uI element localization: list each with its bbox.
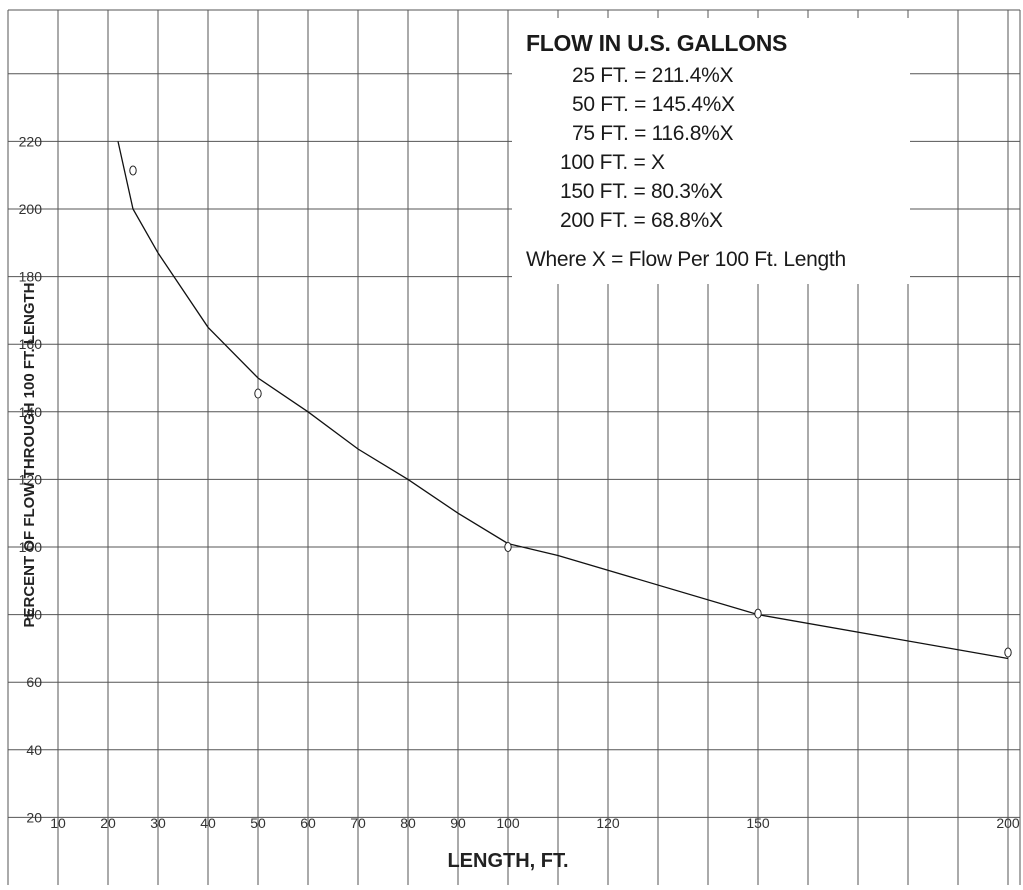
- annotation-title: FLOW IN U.S. GALLONS: [526, 30, 788, 56]
- data-point-marker: [129, 165, 137, 176]
- annotation-line: 100 FT. = X: [560, 151, 665, 174]
- data-point-marker: [254, 388, 262, 399]
- x-tick-label: 80: [400, 815, 416, 831]
- y-tick-label: 200: [19, 201, 43, 217]
- y-tick-label: 220: [19, 133, 43, 149]
- x-tick-label: 50: [250, 815, 266, 831]
- x-tick-label: 200: [996, 815, 1020, 831]
- y-tick-label: 20: [26, 809, 42, 825]
- x-axis-title: LENGTH, FT.: [447, 850, 568, 872]
- x-tick-label: 100: [496, 815, 520, 831]
- data-point-marker: [504, 542, 512, 552]
- x-tick-label: 20: [100, 815, 116, 831]
- y-tick-label: 60: [26, 674, 42, 690]
- annotation-line: 75 FT. = 116.8%X: [572, 122, 734, 145]
- annotation-line: 50 FT. = 145.4%X: [572, 93, 735, 116]
- x-tick-label: 40: [200, 815, 216, 831]
- y-tick-label: 140: [19, 404, 43, 420]
- y-tick-label: 180: [19, 269, 43, 285]
- data-point-markers: [129, 165, 1012, 658]
- y-axis-title: PERCENT OF FLOW THROUGH 100 FT. LENGTH: [21, 282, 38, 627]
- x-tick-label: 150: [746, 815, 770, 831]
- x-tick-label: 120: [596, 815, 620, 831]
- x-tick-labels: 10 20 30 40 50 60 70 80 90 100 120 150 200: [50, 815, 1020, 831]
- x-tick-label: 10: [50, 815, 66, 831]
- y-tick-label: 100: [19, 539, 43, 555]
- y-tick-label: 80: [26, 607, 42, 623]
- x-tick-label: 90: [450, 815, 466, 831]
- annotation-line: 150 FT. = 80.3%X: [560, 180, 723, 203]
- annotation-line: 25 FT. = 211.4%X: [572, 64, 734, 87]
- x-tick-label: 70: [350, 815, 366, 831]
- y-tick-label: 160: [19, 336, 43, 352]
- y-tick-label: 40: [26, 742, 42, 758]
- x-tick-label: 60: [300, 815, 316, 831]
- data-point-marker: [754, 608, 762, 619]
- annotation-note: Where X = Flow Per 100 Ft. Length: [526, 248, 846, 271]
- annotation-line: 200 FT. = 68.8%X: [560, 209, 723, 232]
- y-tick-labels: 20 40 60 80 100 120 140 160 180 200 220: [19, 133, 43, 825]
- flow-annotation-box: FLOW IN U.S. GALLONS 25 FT. = 211.4%X 50…: [512, 18, 910, 284]
- data-point-marker: [1004, 647, 1012, 658]
- flow-curve-line: [117, 141, 1009, 660]
- x-tick-label: 30: [150, 815, 166, 831]
- y-tick-label: 120: [19, 471, 43, 487]
